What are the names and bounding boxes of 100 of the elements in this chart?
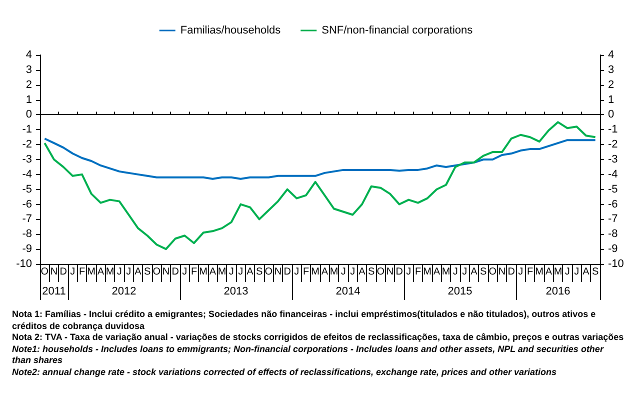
x-tick-label: N bbox=[50, 266, 58, 278]
x-tick-label: A bbox=[433, 266, 440, 278]
x-tick-label: A bbox=[209, 266, 216, 278]
x-tick-label: J bbox=[574, 266, 580, 278]
x-tick-label: N bbox=[274, 266, 282, 278]
legend-label: SNF/non-financial corporations bbox=[322, 24, 474, 36]
x-tick-label: M bbox=[311, 266, 320, 278]
y-tick-label: 3 bbox=[26, 64, 32, 76]
y2-tick-label: -5 bbox=[608, 183, 618, 196]
x-tick-label: M bbox=[554, 266, 562, 278]
y2-tick-label: -8 bbox=[608, 228, 618, 240]
y-tick-label: -5 bbox=[22, 183, 32, 196]
x-tick-label: S bbox=[480, 266, 487, 278]
text: 2016 bbox=[546, 286, 570, 298]
legend-label: Familias/households bbox=[180, 24, 282, 36]
x-tick-label: M bbox=[423, 266, 432, 278]
y-tick-label: 1 bbox=[26, 94, 32, 106]
x-tick-label: J bbox=[116, 266, 122, 278]
x-tick-label: J bbox=[350, 266, 356, 278]
y2-tick-label: 3 bbox=[608, 64, 614, 76]
y-tick-label: -7 bbox=[22, 213, 32, 226]
x-tick-label: M bbox=[87, 266, 96, 278]
y-tick-label: -4 bbox=[22, 168, 32, 180]
x-tick-label: J bbox=[340, 266, 346, 278]
x-tick-label: D bbox=[396, 266, 403, 278]
x-tick-label: M bbox=[330, 266, 338, 278]
x-tick-label: D bbox=[172, 266, 179, 278]
y-tick-label: -10 bbox=[16, 258, 32, 270]
x-tick-label: O bbox=[152, 266, 161, 278]
y2-tick-label: 2 bbox=[608, 78, 614, 91]
x-tick-label: D bbox=[60, 266, 67, 278]
x-tick-label: O bbox=[40, 266, 49, 278]
x-tick-label: S bbox=[256, 266, 263, 278]
x-tick-label: A bbox=[545, 266, 552, 278]
x-tick-label: J bbox=[452, 266, 458, 278]
y-tick-label: -3 bbox=[22, 154, 32, 166]
text: Nota 2: TVA - Taxa de variação anual - variações de stocks corrigidos de efeitos de reclassificações, taxa de câmbio, preços e outras variações bbox=[12, 332, 624, 344]
x-tick-label: M bbox=[218, 266, 226, 278]
text: Nota 1: Famílias - Inclui crédito a emigrantes; Sociedades não financeiras - inclui empréstimos(titulados e não titulados), outros ativos e créditos de cobrança duvidosa bbox=[12, 309, 597, 332]
y2-tick-label: -10 bbox=[608, 258, 624, 270]
x-tick-label: A bbox=[321, 266, 328, 278]
x-tick-label: N bbox=[386, 266, 394, 278]
x-tick-label: J bbox=[228, 266, 234, 278]
x-tick-label: D bbox=[284, 266, 291, 278]
x-tick-label: A bbox=[134, 266, 142, 278]
y2-tick-label: 4 bbox=[608, 49, 614, 61]
text: Note1: households - Includes loans to emmigrants; Non-financial corporations - Includes loans and other assets, NPL and securities other than shares bbox=[12, 344, 605, 366]
x-tick-label: A bbox=[582, 266, 590, 278]
x-tick-label: M bbox=[535, 266, 544, 278]
x-tick-label: J bbox=[238, 266, 244, 278]
x-tick-label: S bbox=[368, 266, 375, 278]
x-tick-label: J bbox=[518, 266, 524, 278]
x-tick-label: S bbox=[144, 266, 151, 278]
x-tick-label: A bbox=[470, 266, 478, 278]
x-tick-label: F bbox=[302, 266, 310, 278]
text: 2012 bbox=[112, 286, 136, 298]
x-tick-label: N bbox=[498, 266, 506, 278]
x-tick-label: J bbox=[294, 266, 300, 278]
x-tick-label: J bbox=[182, 266, 188, 278]
y-tick-label: 2 bbox=[26, 78, 32, 91]
y2-tick-label: 1 bbox=[608, 94, 614, 106]
y2-tick-label: -2 bbox=[608, 138, 618, 151]
x-tick-label: J bbox=[564, 266, 570, 278]
x-tick-label: O bbox=[376, 266, 385, 278]
x-tick-label: A bbox=[246, 266, 254, 278]
y-tick-label: -8 bbox=[22, 228, 32, 240]
x-tick-label: F bbox=[414, 266, 422, 278]
y-tick-label: -9 bbox=[22, 243, 32, 256]
y-tick-label: -6 bbox=[22, 198, 32, 210]
y2-tick-label: -9 bbox=[608, 243, 618, 256]
y2-tick-label: -7 bbox=[608, 213, 618, 226]
y-tick-label: 4 bbox=[26, 49, 32, 61]
y2-tick-label: -3 bbox=[608, 154, 618, 166]
x-tick-label: N bbox=[162, 266, 170, 278]
x-tick-label: S bbox=[592, 266, 599, 278]
text: 2013 bbox=[224, 286, 248, 298]
x-tick-label: J bbox=[462, 266, 468, 278]
x-tick-label: O bbox=[488, 266, 497, 278]
x-tick-label: A bbox=[358, 266, 366, 278]
x-tick-label: M bbox=[199, 266, 208, 278]
x-tick-label: M bbox=[106, 266, 114, 278]
y2-tick-label: -4 bbox=[608, 168, 618, 180]
x-tick-label: O bbox=[264, 266, 273, 278]
text: 2011 bbox=[42, 286, 66, 298]
x-tick-label: D bbox=[508, 266, 515, 278]
y-tick-label: -1 bbox=[22, 124, 32, 136]
y2-tick-label: -1 bbox=[608, 124, 618, 136]
text: 2014 bbox=[336, 286, 360, 298]
x-tick-label: F bbox=[190, 266, 198, 278]
x-tick-label: J bbox=[70, 266, 76, 278]
x-tick-label: J bbox=[126, 266, 132, 278]
y2-tick-label: -6 bbox=[608, 198, 618, 210]
y-tick-label: 0 bbox=[26, 108, 32, 121]
text: 2015 bbox=[448, 286, 472, 298]
x-tick-label: J bbox=[406, 266, 412, 278]
y2-tick-label: 0 bbox=[608, 108, 614, 121]
x-tick-label: F bbox=[526, 266, 534, 278]
x-tick-label: F bbox=[78, 266, 86, 278]
x-tick-label: M bbox=[442, 266, 450, 278]
text: Note2: annual change rate - stock variations corrected of effects of reclassifications, exchange rate, prices and other variations bbox=[12, 366, 558, 378]
